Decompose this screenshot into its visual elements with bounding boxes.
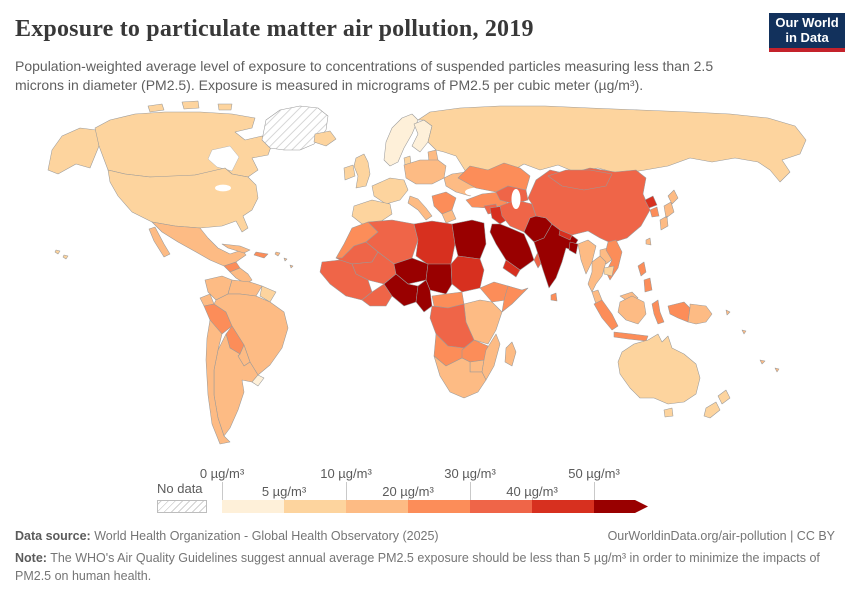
region-central-europe[interactable] — [403, 159, 447, 185]
region-mexico[interactable] — [148, 221, 247, 267]
region-canada[interactable] — [94, 100, 273, 178]
region-uk[interactable] — [353, 153, 371, 189]
note-line: Note: The WHO's Air Quality Guidelines s… — [15, 549, 835, 585]
region-finland[interactable] — [411, 119, 433, 153]
region-zimbabwe[interactable] — [469, 359, 485, 373]
region-sri-lanka[interactable] — [550, 292, 558, 302]
region-nigeria[interactable] — [383, 273, 419, 307]
region-hispaniola[interactable] — [253, 251, 269, 259]
region-thailand[interactable] — [587, 255, 607, 293]
logo-line2: in Data — [785, 30, 829, 45]
data-source-label: Data source: — [15, 529, 91, 543]
region-kazakhstan[interactable] — [457, 162, 531, 193]
region-southern-africa[interactable] — [433, 355, 487, 399]
region-ireland[interactable] — [343, 164, 356, 181]
region-egypt[interactable] — [451, 219, 487, 260]
note-text: The WHO's Air Quality Guidelines suggest… — [15, 551, 820, 584]
region-russia[interactable] — [417, 105, 807, 183]
region-mongolia[interactable] — [547, 169, 613, 191]
region-chile[interactable] — [205, 319, 231, 445]
region-venezuela[interactable] — [227, 279, 263, 297]
region-libya[interactable] — [413, 220, 456, 267]
note-label: Note: — [15, 551, 47, 566]
region-usa[interactable] — [107, 167, 259, 233]
region-philippines[interactable] — [637, 261, 653, 293]
region-iberia[interactable] — [351, 199, 393, 225]
region-iceland[interactable] — [313, 130, 337, 147]
region-cuba[interactable] — [221, 243, 251, 254]
region-somalia[interactable] — [501, 285, 529, 313]
region-north-korea[interactable] — [644, 195, 658, 209]
region-sulawesi[interactable] — [651, 299, 665, 325]
region-central-america[interactable] — [229, 267, 253, 285]
hudson-bay — [207, 145, 240, 172]
chart-footer: Data source: World Health Organization -… — [15, 527, 835, 585]
region-cameroon[interactable] — [415, 279, 433, 313]
region-italy[interactable] — [407, 195, 433, 221]
region-south-korea[interactable] — [649, 206, 660, 218]
great-lakes — [215, 184, 231, 192]
region-sudan[interactable] — [450, 255, 485, 293]
region-sumatra[interactable] — [593, 299, 619, 331]
region-madagascar[interactable] — [504, 341, 517, 367]
region-caribbean-islands[interactable] — [274, 251, 294, 269]
cc-link[interactable]: OurWorldinData.org/air-pollution | CC BY — [607, 529, 835, 543]
region-new-zealand[interactable] — [703, 389, 731, 419]
region-papua-new-guinea[interactable] — [687, 303, 713, 325]
region-taiwan[interactable] — [645, 237, 652, 246]
region-brazil[interactable] — [213, 293, 289, 376]
logo-line1: Our World — [775, 15, 839, 30]
owid-logo: Our World in Data — [769, 13, 845, 52]
region-borneo[interactable] — [617, 295, 647, 325]
region-bangladesh[interactable] — [568, 241, 579, 255]
region-java[interactable] — [613, 331, 649, 342]
page-title: Exposure to particulate matter air pollu… — [15, 16, 534, 42]
region-greenland[interactable] — [261, 105, 329, 151]
region-australia[interactable] — [617, 333, 701, 418]
region-greece[interactable] — [441, 209, 457, 224]
chart-subtitle: Population-weighted average level of exp… — [15, 58, 714, 94]
region-mozambique[interactable] — [481, 333, 501, 381]
region-hawaii[interactable] — [54, 249, 69, 260]
region-japan[interactable] — [659, 189, 679, 231]
region-uruguay[interactable] — [251, 374, 265, 387]
data-source-text: World Health Organization - Global Healt… — [94, 529, 439, 543]
region-yemen[interactable] — [502, 259, 521, 278]
region-alaska[interactable] — [47, 127, 100, 175]
region-norway-sweden[interactable] — [383, 113, 419, 167]
data-source-line: Data source: World Health Organization -… — [15, 527, 439, 545]
region-france[interactable] — [371, 177, 409, 205]
caspian-sea — [511, 189, 521, 209]
region-pacific-islands[interactable] — [725, 309, 780, 373]
region-west-papua[interactable] — [667, 301, 691, 323]
region-cambodia[interactable] — [603, 265, 615, 277]
